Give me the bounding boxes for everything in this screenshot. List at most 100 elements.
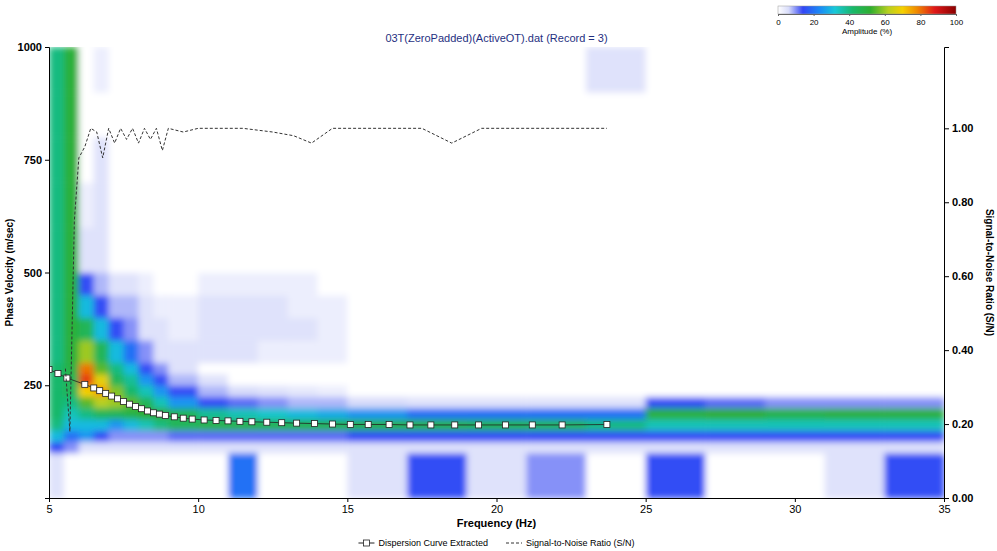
heatmap-cell	[94, 363, 109, 375]
colorbar: 020406080100Amplitude (%)	[776, 6, 963, 36]
heatmap-cell	[198, 137, 228, 183]
heatmap-cell	[49, 453, 64, 498]
heatmap-cell	[228, 47, 258, 93]
heatmap-cell	[153, 318, 168, 341]
heatmap-cell	[646, 295, 706, 318]
heatmap-cell	[825, 340, 885, 363]
heatmap-cell	[79, 442, 94, 454]
heatmap-cell	[94, 340, 109, 363]
heatmap-cell	[467, 182, 527, 228]
heatmap-cell	[258, 408, 288, 420]
series-area	[49, 128, 610, 431]
dispersion-point	[279, 420, 285, 426]
heatmap-cell	[765, 408, 825, 420]
heatmap-cell	[49, 430, 64, 442]
tick-mark	[646, 498, 647, 502]
heatmap-cell	[198, 340, 228, 363]
dispersion-point	[133, 403, 139, 409]
heatmap-cell	[168, 397, 198, 409]
heatmap-cell	[198, 385, 228, 397]
heatmap-cell	[347, 295, 407, 318]
heatmap-cell	[646, 137, 706, 183]
heatmap-cell	[79, 430, 94, 442]
heatmap-cell	[318, 397, 348, 409]
heatmap-cell	[168, 430, 198, 442]
chart-svg: 510152025303525050075010000.000.200.400.…	[0, 0, 997, 551]
dispersion-point	[452, 422, 458, 428]
heatmap-cell	[467, 397, 527, 409]
tick-mark	[45, 47, 49, 48]
heatmap-cell	[825, 92, 885, 138]
tick-label: 0	[776, 18, 781, 27]
heatmap-cell	[228, 318, 258, 341]
heatmap-cell	[124, 374, 139, 386]
heatmap-cell	[228, 227, 258, 273]
y2-axis: 0.000.200.400.600.801.00	[944, 48, 973, 505]
heatmap-cell	[94, 408, 109, 420]
heatmap-cell	[64, 397, 79, 409]
heatmap-cell	[407, 47, 467, 93]
heatmap-cell	[198, 363, 228, 375]
heatmap-cell	[318, 442, 348, 454]
tick-label: 15	[342, 503, 354, 515]
colorbar-gradient	[778, 6, 956, 14]
tick: 80	[916, 14, 925, 27]
heatmap-cell	[168, 47, 198, 93]
heatmap-cell	[258, 453, 288, 498]
heatmap-cell	[884, 430, 944, 442]
dispersion-point	[502, 422, 508, 428]
heatmap-cell	[884, 137, 944, 183]
heatmap-cell	[288, 340, 318, 363]
tick-mark	[795, 498, 796, 502]
heatmap-cell	[168, 453, 198, 498]
heatmap-cell	[526, 273, 586, 296]
heatmap-cell	[124, 453, 139, 498]
heatmap-cell	[49, 340, 64, 363]
colorbar-title: Amplitude (%)	[842, 27, 893, 36]
heatmap-cell	[124, 273, 139, 296]
heatmap-cell	[288, 182, 318, 228]
heatmap-cell	[318, 92, 348, 138]
heatmap-cell	[139, 318, 154, 341]
heatmap-cell	[49, 318, 64, 341]
dispersion-point	[103, 390, 109, 396]
heatmap-cell	[825, 273, 885, 296]
y2-axis-title: Signal-to-Noise Ratio (S/N)	[984, 209, 995, 336]
heatmap-cell	[586, 92, 646, 138]
heatmap-cell	[646, 92, 706, 138]
heatmap-cell	[124, 442, 139, 454]
heatmap-cell	[586, 363, 646, 375]
heatmap-cell	[94, 137, 109, 183]
heatmap-cell	[765, 385, 825, 397]
heatmap-cell	[64, 453, 79, 498]
heatmap-cell	[109, 374, 124, 386]
heatmap-cell	[139, 295, 154, 318]
dispersion-point	[428, 422, 434, 428]
heatmap-cell	[765, 92, 825, 138]
tick-mark	[45, 160, 49, 161]
heatmap-cell	[765, 363, 825, 375]
heatmap-cell	[526, 408, 586, 420]
tick: 20	[810, 14, 819, 27]
tick-label: 80	[916, 18, 925, 27]
axis-line	[45, 48, 50, 499]
dispersion-point	[386, 421, 392, 427]
tick-label: 0.80	[952, 196, 973, 208]
heatmap-cell	[198, 182, 228, 228]
tick-mark	[944, 424, 949, 425]
dispersion-point	[127, 401, 133, 407]
heatmap-cell	[198, 430, 228, 442]
dispersion-point	[559, 422, 565, 428]
heatmap-cell	[198, 397, 228, 409]
legend-marker	[363, 540, 369, 546]
heatmap-cell	[318, 227, 348, 273]
heatmap-cell	[79, 182, 94, 228]
heatmap-cell	[168, 374, 198, 386]
heatmap-cell	[258, 385, 288, 397]
tick: 25	[640, 498, 652, 515]
heatmap-cell	[153, 340, 168, 363]
tick-label: 30	[789, 503, 801, 515]
heatmap-cell	[139, 273, 154, 296]
dispersion-point	[225, 418, 231, 424]
heatmap-cell	[884, 340, 944, 363]
